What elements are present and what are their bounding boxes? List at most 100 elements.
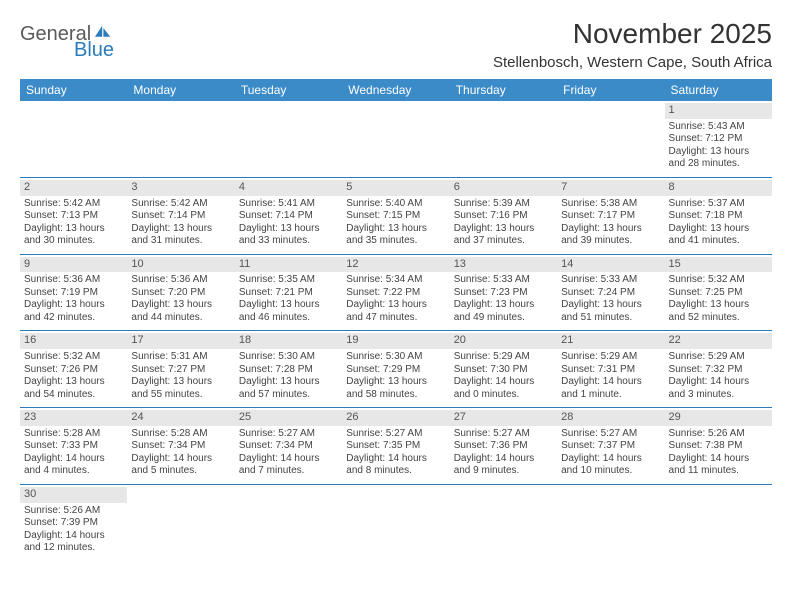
daylight-line: Daylight: 14 hours and 11 minutes. bbox=[669, 453, 768, 478]
day-cell: 2Sunrise: 5:42 AMSunset: 7:13 PMDaylight… bbox=[20, 177, 127, 254]
sunrise-line: Sunrise: 5:27 AM bbox=[346, 428, 445, 441]
sunset-line: Sunset: 7:17 PM bbox=[561, 210, 660, 223]
sunset-line: Sunset: 7:34 PM bbox=[131, 440, 230, 453]
daylight-line: Daylight: 13 hours and 55 minutes. bbox=[131, 376, 230, 401]
sunrise-line: Sunrise: 5:34 AM bbox=[346, 274, 445, 287]
day-number: 29 bbox=[665, 410, 772, 426]
empty-cell bbox=[235, 484, 342, 560]
sunset-line: Sunset: 7:23 PM bbox=[454, 287, 553, 300]
calendar-page: GeneralBlue November 2025 Stellenbosch, … bbox=[0, 0, 792, 579]
daylight-line: Daylight: 13 hours and 58 minutes. bbox=[346, 376, 445, 401]
weekday-header: Monday bbox=[127, 79, 234, 101]
day-cell: 23Sunrise: 5:28 AMSunset: 7:33 PMDayligh… bbox=[20, 408, 127, 485]
sunset-line: Sunset: 7:18 PM bbox=[669, 210, 768, 223]
day-cell: 28Sunrise: 5:27 AMSunset: 7:37 PMDayligh… bbox=[557, 408, 664, 485]
daylight-line: Daylight: 13 hours and 49 minutes. bbox=[454, 299, 553, 324]
page-title: November 2025 bbox=[493, 18, 772, 50]
empty-cell bbox=[557, 484, 664, 560]
sunset-line: Sunset: 7:16 PM bbox=[454, 210, 553, 223]
day-number: 25 bbox=[235, 410, 342, 426]
daylight-line: Daylight: 13 hours and 47 minutes. bbox=[346, 299, 445, 324]
empty-cell bbox=[342, 101, 449, 177]
daylight-line: Daylight: 13 hours and 51 minutes. bbox=[561, 299, 660, 324]
day-cell: 5Sunrise: 5:40 AMSunset: 7:15 PMDaylight… bbox=[342, 177, 449, 254]
sunset-line: Sunset: 7:25 PM bbox=[669, 287, 768, 300]
daylight-line: Daylight: 14 hours and 1 minute. bbox=[561, 376, 660, 401]
weekday-header: Sunday bbox=[20, 79, 127, 101]
sunrise-line: Sunrise: 5:26 AM bbox=[24, 505, 123, 518]
sunrise-line: Sunrise: 5:40 AM bbox=[346, 198, 445, 211]
day-number: 2 bbox=[20, 180, 127, 196]
weekday-header: Tuesday bbox=[235, 79, 342, 101]
empty-cell bbox=[235, 101, 342, 177]
sunset-line: Sunset: 7:14 PM bbox=[239, 210, 338, 223]
day-cell: 1Sunrise: 5:43 AMSunset: 7:12 PMDaylight… bbox=[665, 101, 772, 177]
sunset-line: Sunset: 7:21 PM bbox=[239, 287, 338, 300]
day-number: 7 bbox=[557, 180, 664, 196]
sunrise-line: Sunrise: 5:27 AM bbox=[239, 428, 338, 441]
day-number: 6 bbox=[450, 180, 557, 196]
empty-cell bbox=[557, 101, 664, 177]
daylight-line: Daylight: 13 hours and 46 minutes. bbox=[239, 299, 338, 324]
daylight-line: Daylight: 13 hours and 52 minutes. bbox=[669, 299, 768, 324]
day-cell: 7Sunrise: 5:38 AMSunset: 7:17 PMDaylight… bbox=[557, 177, 664, 254]
day-number: 23 bbox=[20, 410, 127, 426]
sunrise-line: Sunrise: 5:43 AM bbox=[669, 121, 768, 134]
day-number: 27 bbox=[450, 410, 557, 426]
day-number: 1 bbox=[665, 103, 772, 119]
day-number: 10 bbox=[127, 257, 234, 273]
calendar-row: 23Sunrise: 5:28 AMSunset: 7:33 PMDayligh… bbox=[20, 408, 772, 485]
sunrise-line: Sunrise: 5:37 AM bbox=[669, 198, 768, 211]
day-cell: 29Sunrise: 5:26 AMSunset: 7:38 PMDayligh… bbox=[665, 408, 772, 485]
calendar-table: SundayMondayTuesdayWednesdayThursdayFrid… bbox=[20, 79, 772, 561]
sunset-line: Sunset: 7:12 PM bbox=[669, 133, 768, 146]
day-number: 28 bbox=[557, 410, 664, 426]
daylight-line: Daylight: 13 hours and 35 minutes. bbox=[346, 223, 445, 248]
day-number: 18 bbox=[235, 333, 342, 349]
day-number: 8 bbox=[665, 180, 772, 196]
title-block: November 2025 Stellenbosch, Western Cape… bbox=[493, 18, 772, 71]
day-cell: 10Sunrise: 5:36 AMSunset: 7:20 PMDayligh… bbox=[127, 254, 234, 331]
calendar-row: 16Sunrise: 5:32 AMSunset: 7:26 PMDayligh… bbox=[20, 331, 772, 408]
day-cell: 22Sunrise: 5:29 AMSunset: 7:32 PMDayligh… bbox=[665, 331, 772, 408]
calendar-row: 30Sunrise: 5:26 AMSunset: 7:39 PMDayligh… bbox=[20, 484, 772, 560]
day-cell: 15Sunrise: 5:32 AMSunset: 7:25 PMDayligh… bbox=[665, 254, 772, 331]
sunrise-line: Sunrise: 5:27 AM bbox=[454, 428, 553, 441]
sunset-line: Sunset: 7:31 PM bbox=[561, 364, 660, 377]
day-cell: 8Sunrise: 5:37 AMSunset: 7:18 PMDaylight… bbox=[665, 177, 772, 254]
sunset-line: Sunset: 7:20 PM bbox=[131, 287, 230, 300]
day-cell: 12Sunrise: 5:34 AMSunset: 7:22 PMDayligh… bbox=[342, 254, 449, 331]
day-cell: 25Sunrise: 5:27 AMSunset: 7:34 PMDayligh… bbox=[235, 408, 342, 485]
sunrise-line: Sunrise: 5:33 AM bbox=[561, 274, 660, 287]
day-cell: 19Sunrise: 5:30 AMSunset: 7:29 PMDayligh… bbox=[342, 331, 449, 408]
calendar-header-row: SundayMondayTuesdayWednesdayThursdayFrid… bbox=[20, 79, 772, 101]
sunrise-line: Sunrise: 5:39 AM bbox=[454, 198, 553, 211]
sunset-line: Sunset: 7:29 PM bbox=[346, 364, 445, 377]
weekday-header: Friday bbox=[557, 79, 664, 101]
day-number: 11 bbox=[235, 257, 342, 273]
sunrise-line: Sunrise: 5:30 AM bbox=[239, 351, 338, 364]
day-cell: 21Sunrise: 5:29 AMSunset: 7:31 PMDayligh… bbox=[557, 331, 664, 408]
sunrise-line: Sunrise: 5:36 AM bbox=[131, 274, 230, 287]
daylight-line: Daylight: 13 hours and 39 minutes. bbox=[561, 223, 660, 248]
day-cell: 13Sunrise: 5:33 AMSunset: 7:23 PMDayligh… bbox=[450, 254, 557, 331]
day-number: 26 bbox=[342, 410, 449, 426]
day-cell: 24Sunrise: 5:28 AMSunset: 7:34 PMDayligh… bbox=[127, 408, 234, 485]
empty-cell bbox=[342, 484, 449, 560]
sunset-line: Sunset: 7:24 PM bbox=[561, 287, 660, 300]
day-cell: 27Sunrise: 5:27 AMSunset: 7:36 PMDayligh… bbox=[450, 408, 557, 485]
day-number: 13 bbox=[450, 257, 557, 273]
sunrise-line: Sunrise: 5:41 AM bbox=[239, 198, 338, 211]
day-cell: 20Sunrise: 5:29 AMSunset: 7:30 PMDayligh… bbox=[450, 331, 557, 408]
day-cell: 3Sunrise: 5:42 AMSunset: 7:14 PMDaylight… bbox=[127, 177, 234, 254]
sunset-line: Sunset: 7:30 PM bbox=[454, 364, 553, 377]
day-number: 30 bbox=[20, 487, 127, 503]
day-number: 20 bbox=[450, 333, 557, 349]
sunrise-line: Sunrise: 5:35 AM bbox=[239, 274, 338, 287]
daylight-line: Daylight: 14 hours and 5 minutes. bbox=[131, 453, 230, 478]
sunrise-line: Sunrise: 5:26 AM bbox=[669, 428, 768, 441]
day-cell: 26Sunrise: 5:27 AMSunset: 7:35 PMDayligh… bbox=[342, 408, 449, 485]
sunrise-line: Sunrise: 5:32 AM bbox=[669, 274, 768, 287]
day-cell: 17Sunrise: 5:31 AMSunset: 7:27 PMDayligh… bbox=[127, 331, 234, 408]
calendar-row: 1Sunrise: 5:43 AMSunset: 7:12 PMDaylight… bbox=[20, 101, 772, 177]
